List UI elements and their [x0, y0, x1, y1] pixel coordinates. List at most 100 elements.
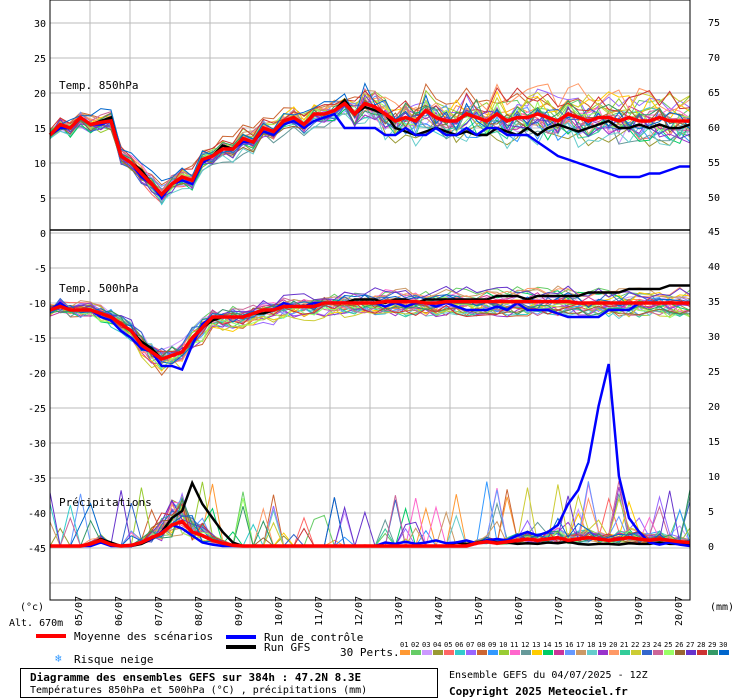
- member-swatch: [653, 650, 663, 655]
- x-tick-label: 09/07: [234, 596, 245, 626]
- member-swatch: [664, 650, 674, 655]
- x-tick-label: 19/07: [634, 596, 645, 626]
- left-tick-label: -15: [28, 334, 46, 345]
- member-swatch: [477, 650, 487, 655]
- member-swatch: [554, 650, 564, 655]
- member-line-t500: [49, 285, 691, 354]
- member-swatch: [697, 650, 707, 655]
- member-number: 25: [664, 641, 672, 649]
- series-line-precip: [50, 519, 691, 548]
- right-tick-label: 50: [708, 193, 720, 204]
- right-tick-label: 30: [708, 332, 720, 343]
- member-swatch: [598, 650, 608, 655]
- right-tick-label: 70: [708, 53, 720, 64]
- left-tick-label: -35: [28, 474, 46, 485]
- x-axis-ticks: 05/07 06/07 07/07 08/07 09/07 10/07 11/07 12/07…: [74, 596, 685, 626]
- member-legend: 01 02 03 04 05 06 07 08 09 10 11 12 13 14 15 16 17 18 19 20…: [400, 641, 729, 655]
- right-tick-label: 40: [708, 262, 720, 273]
- member-swatch: [631, 650, 641, 655]
- member-swatch: [455, 650, 465, 655]
- x-tick-label: 14/07: [434, 596, 445, 626]
- footer-title-box: Diagramme des ensembles GEFS sur 384h : …: [20, 668, 438, 698]
- member-swatch: [708, 650, 718, 655]
- member-swatch: [609, 650, 619, 655]
- member-swatch: [444, 650, 454, 655]
- member-number: 28: [697, 641, 705, 649]
- right-tick-label: 65: [708, 88, 720, 99]
- member-line-t850: [49, 90, 691, 192]
- x-tick-label: 05/07: [74, 596, 85, 626]
- plot-frame: [49, 0, 691, 601]
- member-swatch: [521, 650, 531, 655]
- member-number: 19: [598, 641, 606, 649]
- x-tick-label: 17/07: [554, 596, 565, 626]
- footer-subtitle: Températures 850hPa et 500hPa (°C) , pré…: [30, 685, 368, 696]
- member-swatch: [675, 650, 685, 655]
- left-tick-label: 0: [40, 229, 46, 240]
- left-tick-label: 20: [34, 89, 46, 100]
- left-tick-label: -10: [28, 299, 46, 310]
- member-line-t500: [49, 296, 691, 369]
- member-number: 17: [576, 641, 584, 649]
- right-tick-label: 20: [708, 402, 720, 413]
- left-axis-unit: (°c): [20, 602, 44, 613]
- member-number: 15: [554, 641, 562, 649]
- member-number: 30: [719, 641, 727, 649]
- main-series: [48, 98, 691, 548]
- panel-label-t500: Temp. 500hPa: [59, 282, 138, 295]
- right-tick-label: 45: [708, 227, 720, 238]
- x-tick-label: 12/07: [354, 596, 365, 626]
- run-info: Ensemble GEFS du 04/07/2025 - 12Z: [449, 670, 648, 681]
- member-number: 26: [675, 641, 683, 649]
- member-number: 16: [565, 641, 573, 649]
- member-number: 29: [708, 641, 716, 649]
- member-line-t850: [49, 93, 691, 198]
- member-number: 23: [642, 641, 650, 649]
- member-number: 10: [499, 641, 507, 649]
- member-swatch: [620, 650, 630, 655]
- panel-label-precip: Précipitations: [59, 496, 152, 509]
- x-tick-label: 20/07: [674, 596, 685, 626]
- left-tick-label: -45: [28, 544, 46, 555]
- snowflake-icon: ❄: [55, 652, 62, 665]
- x-tick-label: 08/07: [194, 596, 205, 626]
- members-label: 30 Perts.: [340, 646, 400, 659]
- right-tick-label: 55: [708, 158, 720, 169]
- member-number: 22: [631, 641, 639, 649]
- member-number: 07: [466, 641, 474, 649]
- legend-mean-label: Moyenne des scénarios: [74, 630, 213, 643]
- member-number: 03: [422, 641, 430, 649]
- x-tick-label: 06/07: [114, 596, 125, 626]
- copyright: Copyright 2025 Meteociel.fr: [449, 685, 628, 698]
- member-line-t500: [49, 303, 691, 377]
- right-tick-label: 5: [708, 507, 714, 518]
- member-number: 18: [587, 641, 595, 649]
- left-tick-label: 25: [34, 54, 46, 65]
- left-axis-ticks: 30 25 20 15 10 5 0 -5 -10 -15 -20 -25 -30 -35 -40 -45: [28, 19, 46, 555]
- member-number: 02: [411, 641, 419, 649]
- right-tick-label: 15: [708, 437, 720, 448]
- member-swatch: [543, 650, 553, 655]
- x-tick-label: 13/07: [394, 596, 405, 626]
- member-swatch: [532, 650, 542, 655]
- footer-title: Diagramme des ensembles GEFS sur 384h : …: [30, 671, 362, 684]
- member-swatch: [642, 650, 652, 655]
- left-tick-label: 5: [40, 194, 46, 205]
- left-tick-label: 10: [34, 159, 46, 170]
- member-swatch: [510, 650, 520, 655]
- right-tick-label: 0: [708, 542, 714, 553]
- member-swatch: [719, 650, 729, 655]
- x-tick-label: 11/07: [314, 596, 325, 626]
- member-number: 05: [444, 641, 452, 649]
- x-tick-label: 07/07: [154, 596, 165, 626]
- member-number: 01: [400, 641, 408, 649]
- member-swatch: [466, 650, 476, 655]
- member-swatch: [433, 650, 443, 655]
- member-swatch: [488, 650, 498, 655]
- member-number: 06: [455, 641, 463, 649]
- member-number: 14: [543, 641, 551, 649]
- altitude-label: Alt. 670m: [9, 618, 63, 629]
- left-tick-label: -25: [28, 404, 46, 415]
